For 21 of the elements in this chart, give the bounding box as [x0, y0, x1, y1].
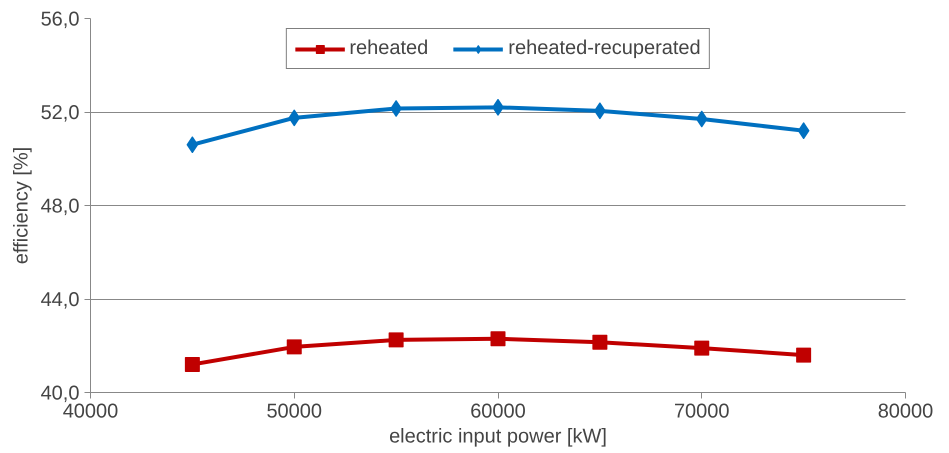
y-axis-title: efficiency [%]: [10, 146, 33, 264]
x-tick-label: 50000: [266, 400, 322, 422]
y-tick-label: 48,0: [40, 196, 80, 218]
x-tick-label: 60000: [470, 400, 526, 422]
y-tick-label: 56,0: [40, 8, 80, 30]
x-tick-label: 70000: [674, 400, 730, 422]
point: [592, 334, 608, 350]
legend-label: reheated: [349, 37, 428, 60]
y-tick-label: 44,0: [40, 289, 80, 311]
point: [388, 332, 404, 348]
point: [694, 340, 710, 356]
point: [184, 356, 200, 372]
legend-label: reheated-recuperated: [508, 37, 701, 60]
point: [286, 339, 302, 354]
x-axis-title: electric input power [kW]: [389, 426, 607, 448]
y-tick-label: 52,0: [40, 102, 80, 124]
point: [490, 331, 506, 346]
point: [796, 348, 812, 363]
point: [696, 110, 708, 128]
point: [288, 109, 300, 126]
x-tick-label: 80000: [878, 400, 934, 422]
